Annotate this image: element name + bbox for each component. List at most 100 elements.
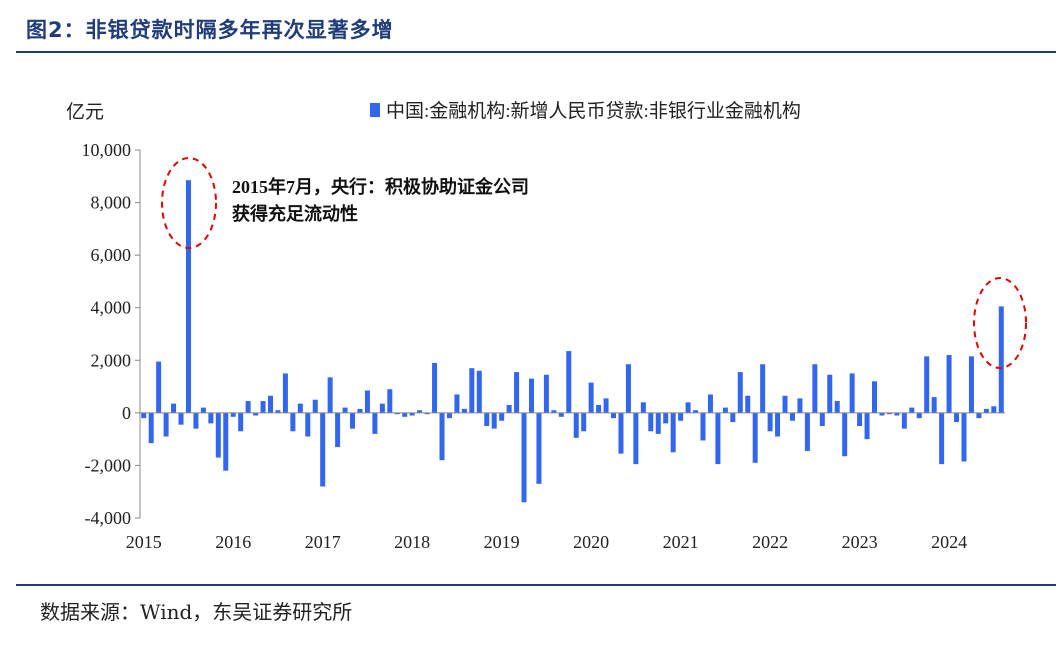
legend: 中国:金融机构:新增人民币贷款:非银行业金融机构	[370, 100, 801, 122]
annotation-line-2: 获得充足流动性	[232, 203, 358, 224]
bar	[558, 412, 564, 417]
annotation-circle-2015	[161, 157, 217, 249]
bar	[730, 412, 736, 423]
bar	[797, 398, 803, 413]
bar	[469, 368, 475, 413]
bar	[946, 355, 952, 413]
bar	[312, 399, 318, 413]
bar	[685, 402, 691, 413]
x-tick-label: 2016	[215, 532, 251, 552]
bar	[141, 412, 147, 419]
bar	[230, 412, 236, 417]
bar	[872, 381, 877, 413]
bar	[812, 364, 818, 413]
bar	[924, 356, 930, 413]
bar	[864, 412, 870, 440]
y-tick-label: -2,000	[85, 455, 132, 475]
bar	[253, 412, 259, 416]
bar	[521, 412, 527, 503]
bar	[506, 404, 512, 413]
bar	[297, 403, 303, 413]
bar	[223, 412, 229, 471]
bar	[745, 395, 751, 413]
y-tick-label: 4,000	[91, 298, 132, 318]
source-note: 数据来源：Wind，东吴证券研究所	[40, 600, 353, 624]
bar	[588, 382, 594, 413]
bar	[417, 410, 423, 413]
bar	[916, 412, 922, 419]
bar	[260, 401, 266, 413]
bar	[327, 377, 333, 413]
bar	[804, 412, 810, 451]
bar	[670, 412, 676, 453]
bar	[491, 412, 497, 429]
bar	[909, 407, 915, 413]
x-tick-label: 2018	[394, 532, 430, 552]
bar	[618, 412, 624, 454]
bar	[499, 412, 505, 421]
bar	[275, 410, 281, 413]
bar	[648, 412, 654, 432]
legend-label: 中国:金融机构:新增人民币贷款:非银行业金融机构	[386, 100, 801, 122]
bar	[976, 412, 982, 419]
x-tick-label: 2022	[752, 532, 788, 552]
bar	[625, 364, 631, 413]
bar	[789, 412, 795, 421]
bar	[461, 408, 467, 413]
bar	[700, 412, 706, 441]
bar	[834, 401, 840, 413]
bar	[901, 412, 907, 429]
bar	[387, 389, 393, 413]
bar	[290, 412, 296, 432]
bar	[663, 412, 669, 424]
y-tick-label: 0	[122, 403, 131, 423]
bar	[350, 412, 356, 429]
bar	[737, 372, 743, 413]
x-tick-label: 2021	[663, 532, 699, 552]
bar	[782, 395, 788, 413]
bar	[432, 362, 438, 413]
bar	[961, 412, 967, 462]
bar	[722, 407, 728, 413]
bar	[424, 412, 430, 415]
y-tick-label: 8,000	[91, 193, 132, 213]
bar	[849, 373, 855, 413]
annotation: 2015年7月，央行：积极协助证金公司 获得充足流动性	[161, 157, 1027, 369]
bar	[372, 412, 378, 434]
bar	[767, 412, 773, 432]
x-tick-label: 2015	[126, 532, 162, 552]
bar	[983, 408, 989, 413]
bar	[603, 398, 609, 413]
bar	[633, 412, 639, 465]
bar	[454, 394, 460, 413]
bar	[707, 394, 713, 413]
bar	[320, 412, 326, 487]
x-tick-label: 2019	[484, 532, 520, 552]
source-rule	[16, 584, 1056, 586]
bar	[178, 412, 184, 425]
bar	[640, 402, 646, 413]
bar	[566, 351, 572, 413]
bar	[357, 408, 363, 413]
bar	[185, 180, 191, 413]
bar	[171, 403, 177, 413]
bar	[409, 412, 415, 416]
x-tick-label: 2020	[573, 532, 609, 552]
bar	[163, 412, 169, 437]
bar	[715, 412, 721, 465]
bar	[752, 412, 758, 463]
y-tick-label: -4,000	[85, 508, 132, 528]
bar	[611, 412, 617, 419]
bar	[402, 412, 408, 417]
bar	[931, 397, 937, 413]
annotation-line-1: 2015年7月，央行：积极协助证金公司	[232, 176, 529, 197]
bar	[573, 412, 579, 438]
bar	[894, 412, 900, 416]
bar	[208, 412, 214, 424]
annotation-circle-2024	[973, 277, 1027, 369]
bar	[245, 401, 251, 413]
bar	[268, 395, 273, 413]
bar	[536, 412, 542, 484]
bar	[693, 410, 699, 413]
